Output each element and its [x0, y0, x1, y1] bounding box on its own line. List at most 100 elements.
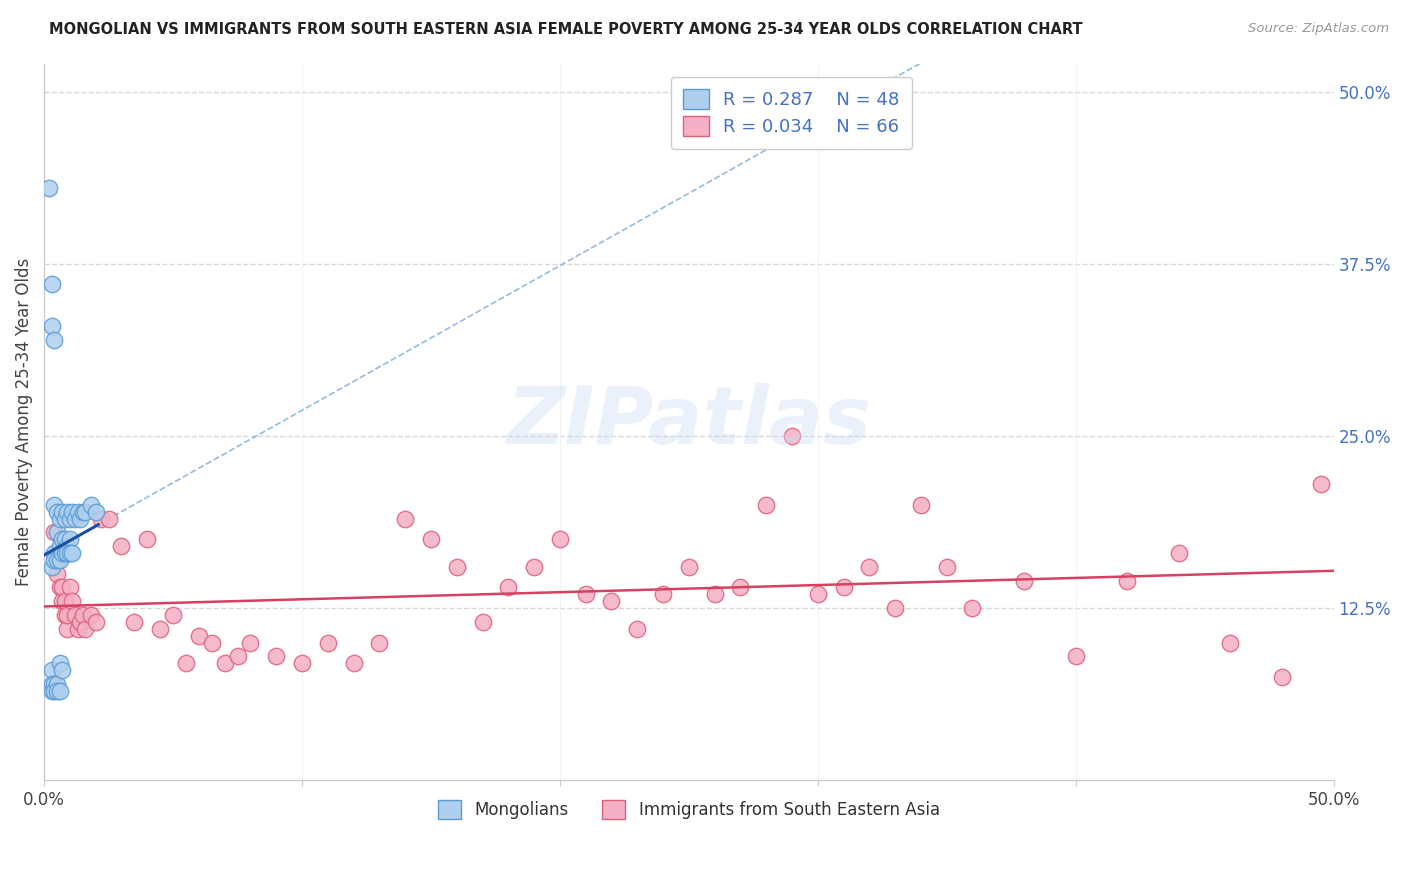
Point	[600, 594, 623, 608]
Point	[46, 566, 69, 581]
Point	[38, 181, 60, 195]
Text: ZIPatlas: ZIPatlas	[506, 384, 872, 461]
Point	[51, 505, 73, 519]
Point	[41, 559, 63, 574]
Point	[446, 559, 468, 574]
Point	[44, 498, 66, 512]
Point	[471, 615, 494, 629]
Point	[124, 615, 146, 629]
Point	[162, 607, 184, 622]
Point	[1309, 477, 1331, 491]
Point	[239, 635, 262, 649]
Point	[51, 594, 73, 608]
Point	[97, 511, 120, 525]
Point	[56, 539, 79, 553]
Point	[56, 622, 79, 636]
Point	[858, 559, 880, 574]
Point	[79, 498, 101, 512]
Text: MONGOLIAN VS IMMIGRANTS FROM SOUTH EASTERN ASIA FEMALE POVERTY AMONG 25-34 YEAR : MONGOLIAN VS IMMIGRANTS FROM SOUTH EASTE…	[49, 22, 1083, 37]
Point	[1167, 546, 1189, 560]
Point	[807, 587, 830, 601]
Point	[62, 505, 84, 519]
Point	[75, 505, 97, 519]
Point	[56, 546, 79, 560]
Point	[174, 657, 197, 671]
Point	[62, 594, 84, 608]
Point	[884, 601, 907, 615]
Point	[51, 546, 73, 560]
Point	[1271, 670, 1294, 684]
Point	[291, 657, 314, 671]
Point	[53, 533, 76, 547]
Point	[832, 581, 855, 595]
Point	[136, 533, 159, 547]
Point	[46, 683, 69, 698]
Point	[63, 511, 86, 525]
Point	[84, 615, 107, 629]
Point	[46, 677, 69, 691]
Point	[51, 533, 73, 547]
Point	[46, 553, 69, 567]
Point	[72, 505, 94, 519]
Point	[523, 559, 546, 574]
Point	[41, 663, 63, 677]
Point	[48, 657, 70, 671]
Point	[59, 546, 82, 560]
Point	[730, 581, 752, 595]
Point	[264, 649, 287, 664]
Point	[48, 683, 70, 698]
Point	[51, 581, 73, 595]
Point	[62, 546, 84, 560]
Point	[187, 629, 209, 643]
Point	[53, 546, 76, 560]
Point	[84, 505, 107, 519]
Point	[51, 546, 73, 560]
Point	[394, 511, 416, 525]
Point	[41, 683, 63, 698]
Point	[498, 581, 520, 595]
Point	[66, 505, 89, 519]
Point	[53, 607, 76, 622]
Point	[72, 607, 94, 622]
Point	[53, 511, 76, 525]
Point	[316, 635, 339, 649]
Point	[1064, 649, 1087, 664]
Point	[46, 505, 69, 519]
Point	[652, 587, 675, 601]
Point	[44, 546, 66, 560]
Point	[79, 607, 101, 622]
Point	[41, 677, 63, 691]
Point	[1012, 574, 1035, 588]
Point	[46, 525, 69, 540]
Point	[46, 553, 69, 567]
Point	[59, 581, 82, 595]
Point	[44, 553, 66, 567]
Point	[41, 318, 63, 333]
Point	[53, 546, 76, 560]
Point	[149, 622, 172, 636]
Point	[48, 553, 70, 567]
Point	[59, 511, 82, 525]
Point	[368, 635, 391, 649]
Point	[59, 533, 82, 547]
Point	[1219, 635, 1241, 649]
Point	[110, 539, 132, 553]
Point	[48, 539, 70, 553]
Point	[419, 533, 441, 547]
Point	[214, 657, 236, 671]
Point	[548, 533, 571, 547]
Point	[44, 677, 66, 691]
Point	[69, 511, 91, 525]
Point	[678, 559, 700, 574]
Point	[1116, 574, 1139, 588]
Point	[53, 594, 76, 608]
Point	[910, 498, 932, 512]
Point	[201, 635, 224, 649]
Point	[44, 333, 66, 347]
Point	[342, 657, 364, 671]
Point	[48, 581, 70, 595]
Point	[626, 622, 648, 636]
Point	[962, 601, 984, 615]
Y-axis label: Female Poverty Among 25-34 Year Olds: Female Poverty Among 25-34 Year Olds	[15, 258, 32, 586]
Point	[44, 683, 66, 698]
